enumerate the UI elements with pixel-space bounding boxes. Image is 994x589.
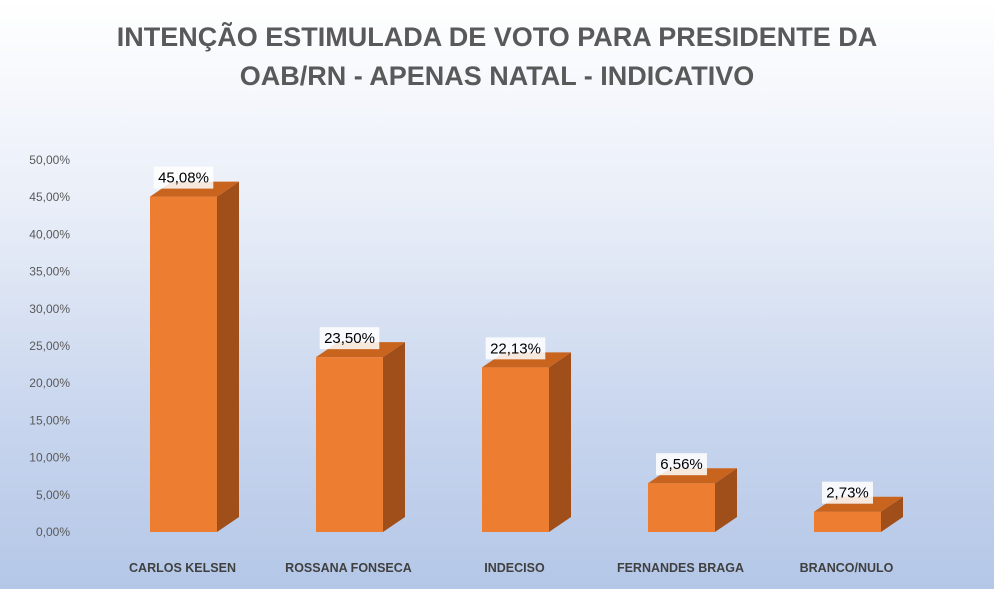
data-label-box xyxy=(153,166,214,189)
data-label-box xyxy=(822,481,873,504)
y-tick-label: 25,00% xyxy=(29,339,70,353)
y-tick-label: 10,00% xyxy=(29,451,70,465)
bar-group: 2,73% BRANCO/NULO xyxy=(800,481,903,575)
bar-side xyxy=(383,342,405,532)
y-tick-label: 35,00% xyxy=(29,265,70,279)
y-tick-label: 5,00% xyxy=(36,488,70,502)
data-label-box xyxy=(319,327,380,350)
bar xyxy=(482,367,549,532)
data-label: 45,08% xyxy=(158,170,209,187)
data-label-box xyxy=(656,453,707,476)
chart-title-line-2: OAB/RN - APENAS NATAL - INDICATIVO xyxy=(239,61,755,91)
category-label: INDECISO xyxy=(484,561,545,575)
bar-group: 6,56% FERNANDES BRAGA xyxy=(617,453,744,575)
bar-side xyxy=(715,468,737,532)
category-label: BRANCO/NULO xyxy=(800,561,894,575)
bar xyxy=(150,196,217,532)
bar xyxy=(316,357,383,532)
bar xyxy=(648,483,715,532)
y-tick-label: 15,00% xyxy=(29,413,70,427)
y-tick-label: 40,00% xyxy=(29,227,70,241)
y-tick-label: 0,00% xyxy=(36,525,70,539)
category-label: FERNANDES BRAGA xyxy=(617,561,744,575)
category-label: CARLOS KELSEN xyxy=(129,561,236,575)
bar-side xyxy=(881,496,903,532)
category-label: ROSSANA FONSECA xyxy=(285,561,412,575)
data-label: 23,50% xyxy=(324,330,375,347)
data-label-box xyxy=(485,337,546,360)
bar-side xyxy=(217,181,239,532)
y-tick-label: 20,00% xyxy=(29,376,70,390)
bar-group: 23,50% ROSSANA FONSECA xyxy=(285,327,412,575)
y-tick-label: 50,00% xyxy=(29,153,70,167)
bar-group: 45,08% CARLOS KELSEN xyxy=(129,166,239,575)
bar-group: 22,13% INDECISO xyxy=(482,337,571,575)
data-label: 22,13% xyxy=(490,340,541,357)
chart-title: INTENÇÃO ESTIMULADA DE VOTO PARA PRESIDE… xyxy=(0,18,994,96)
y-tick-label: 45,00% xyxy=(29,190,70,204)
bar xyxy=(814,511,881,532)
y-tick-label: 30,00% xyxy=(29,302,70,316)
chart-title-line-1: INTENÇÃO ESTIMULADA DE VOTO PARA PRESIDE… xyxy=(116,22,878,52)
data-label: 6,56% xyxy=(660,456,703,473)
data-label: 2,73% xyxy=(826,485,869,502)
bar-side xyxy=(549,352,571,532)
